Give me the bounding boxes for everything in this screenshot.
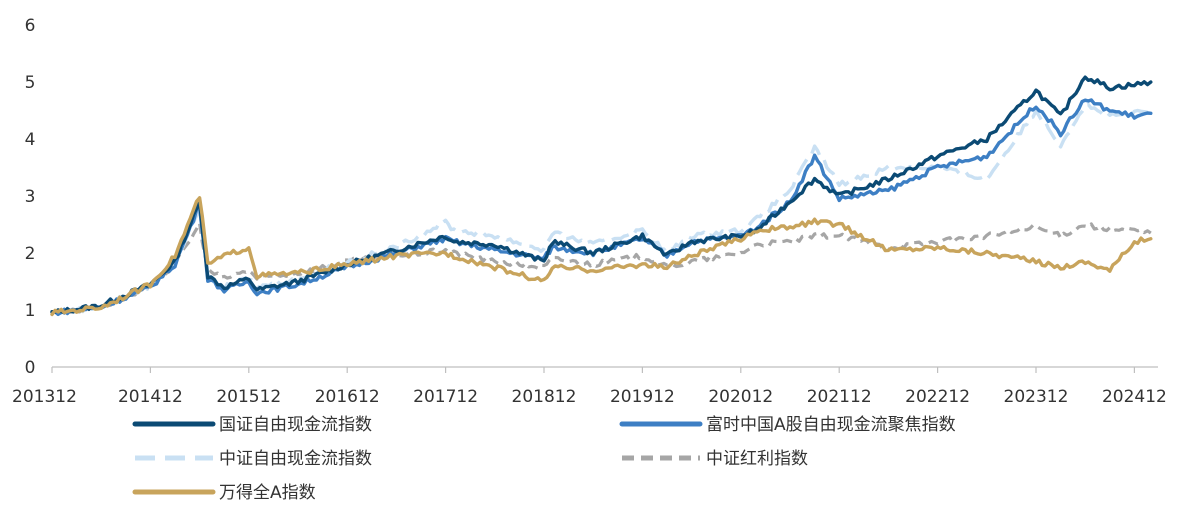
series-line-0 [50,75,1153,315]
x-tick-label: 202212 [905,387,970,407]
legend-label: 万得全A指数 [219,483,316,503]
x-tick-label: 202412 [1102,387,1167,407]
x-tick-label: 202312 [1004,387,1069,407]
y-tick-label: 6 [25,16,36,36]
x-tick-label: 202012 [708,387,773,407]
x-tick-label: 201512 [216,387,281,407]
legend-label: 国证自由现金流指数 [219,415,372,435]
x-tick-label: 201812 [512,387,577,407]
x-tick-label: 201612 [315,387,380,407]
y-tick-label: 5 [25,73,36,93]
x-tick-label: 201712 [413,387,478,407]
series-layer [50,75,1153,317]
x-axis: 201312 201412 201512 201612 201712 201812 2019… [12,366,1167,407]
y-tick-label: 2 [25,244,36,264]
y-tick-label: 0 [25,358,36,378]
y-tick-label: 1 [25,301,36,321]
y-tick-label: 4 [25,130,36,150]
y-tick-label: 3 [25,187,36,207]
x-tick-label: 202112 [807,387,872,407]
legend-label: 中证红利指数 [706,449,808,469]
y-axis: 0 1 2 3 4 5 6 [25,16,36,378]
x-tick-label: 201912 [610,387,675,407]
x-tick-label: 201412 [118,387,183,407]
legend-label: 中证自由现金流指数 [219,449,372,469]
series-line-3 [50,221,1152,316]
legend-label: 富时中国A股自由现金流聚焦指数 [706,415,956,435]
x-tick-label: 201312 [12,387,77,407]
series-line-2 [51,102,1152,316]
series-line-4 [50,196,1153,317]
